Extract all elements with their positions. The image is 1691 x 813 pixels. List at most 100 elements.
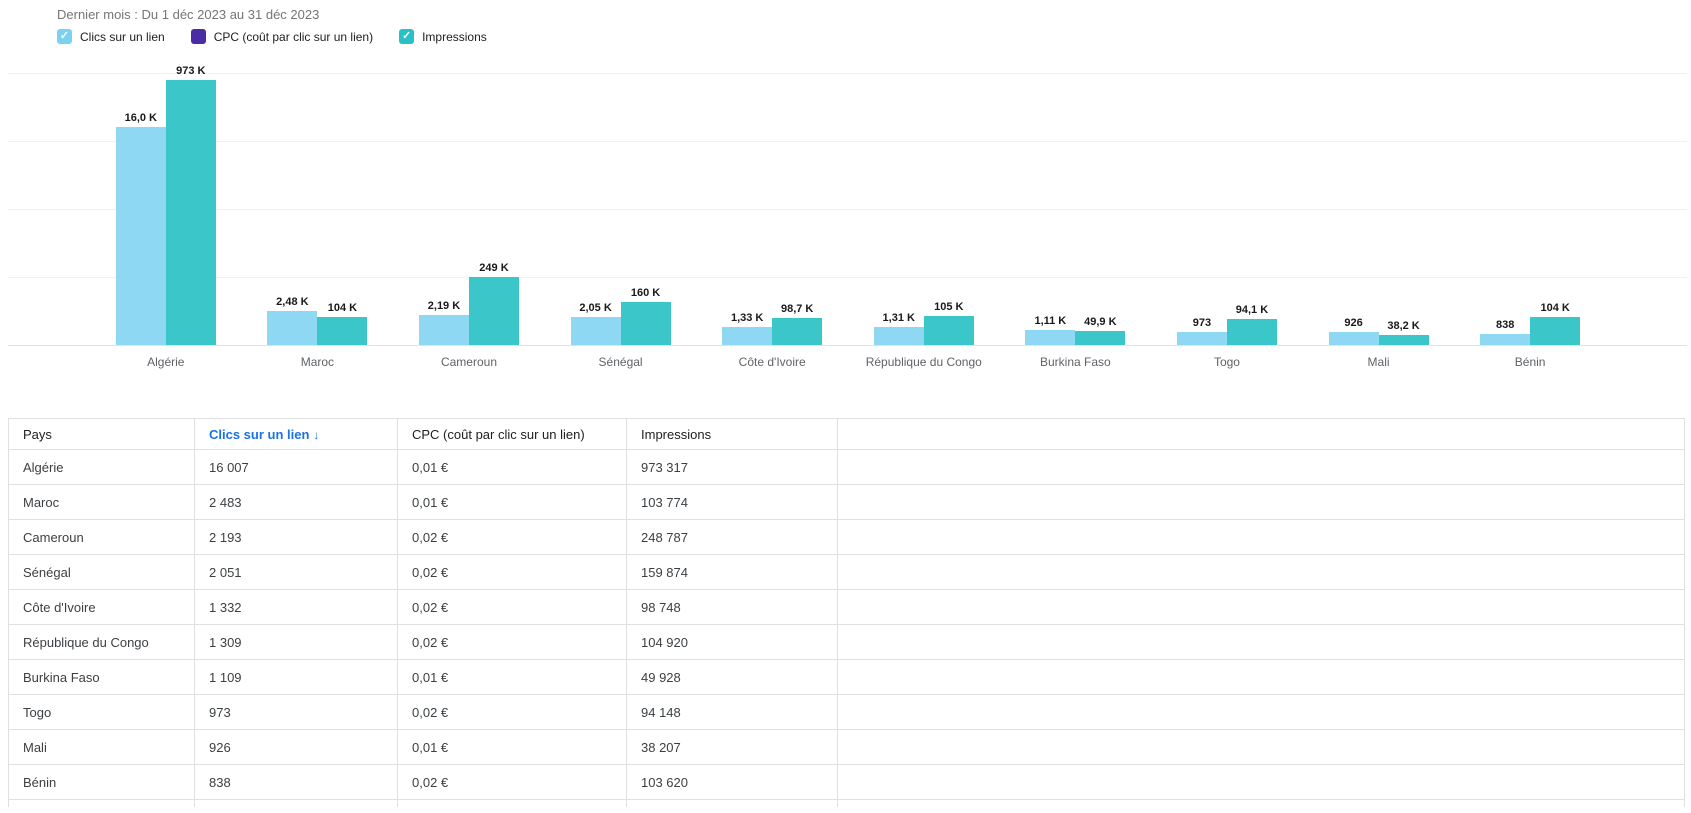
chart-bar-group: 926 38,2 K: [1303, 55, 1455, 345]
x-axis-label: Maroc: [300, 355, 335, 369]
bar-impressions[interactable]: [165, 80, 216, 345]
bar-column: 2,05 K: [570, 302, 621, 345]
chart-bar-group: 16,0 K 973 K: [90, 55, 242, 345]
bar-impressions[interactable]: [923, 316, 974, 345]
x-axis-labels: Algérie Maroc Cameroun Sénégal Côte d'Ivoire…: [90, 355, 1606, 369]
legend-checkbox-clics[interactable]: ✓: [57, 29, 72, 44]
table-cell: [837, 624, 1685, 660]
bar-clics[interactable]: [267, 311, 318, 345]
table-cell: 16 007: [194, 449, 398, 485]
bar-column: 973 K: [165, 65, 216, 345]
chart-bar-group: 973 94,1 K: [1151, 55, 1303, 345]
bar-impressions[interactable]: [772, 318, 823, 345]
table-row: Bénin 838 0,02 €103 620: [8, 764, 1685, 800]
column-header-empty: [837, 418, 1685, 450]
chart-bar-group: 2,19 K 249 K: [393, 55, 545, 345]
table-cell: 0,02 €: [397, 624, 627, 660]
table-cell: 2 483: [194, 484, 398, 520]
table-cell: 0,02 €: [397, 764, 627, 800]
table-cell: 0,01 €: [397, 729, 627, 765]
table-cell: 104 920: [626, 624, 838, 660]
legend-checkbox-cpc[interactable]: [190, 29, 206, 44]
chart-gridline: [8, 277, 1687, 278]
bar-impressions[interactable]: [620, 302, 671, 345]
bar-impressions[interactable]: [1378, 335, 1429, 345]
chart-bar-group: 1,11 K 49,9 K: [1000, 55, 1152, 345]
bar-value-label: 2,05 K: [579, 302, 612, 314]
chart-bar-group: 2,48 K 104 K: [242, 55, 394, 345]
bar-impressions[interactable]: [1226, 319, 1277, 345]
bar-impressions[interactable]: [468, 277, 519, 345]
table-cell: 973: [194, 694, 398, 730]
table-cell: Sénégal: [8, 554, 195, 590]
bar-clics[interactable]: [1176, 332, 1227, 345]
table-cell: Burkina Faso: [8, 659, 195, 695]
bar-clics[interactable]: [873, 327, 924, 345]
chart-gridline: [8, 141, 1687, 142]
table-cell: 0,01 €: [397, 659, 627, 695]
table-row: Cameroun 2 193 0,02 €248 787: [8, 519, 1685, 555]
table-cell: [194, 799, 398, 807]
legend-item-cpc[interactable]: CPC (coût par clic sur un lien): [190, 29, 373, 44]
table-cell: 0,01 €: [397, 484, 627, 520]
table-cell: 103 774: [626, 484, 838, 520]
column-header-2[interactable]: CPC (coût par clic sur un lien): [397, 418, 627, 450]
bar-clics[interactable]: [570, 317, 621, 345]
x-axis-line: [8, 345, 1687, 346]
table-cell: Mali: [8, 729, 195, 765]
table-cell: 98 748: [626, 589, 838, 625]
table-cell: [837, 519, 1685, 555]
column-header-1[interactable]: Clics sur un lien ↓: [194, 418, 398, 450]
bar-column: 105 K: [923, 301, 974, 345]
table-cell: 38 207: [626, 729, 838, 765]
chart-bar-group: 1,31 K 105 K: [848, 55, 1000, 345]
table-cell: 2 051: [194, 554, 398, 590]
bar-value-label: 98,7 K: [780, 303, 814, 315]
legend-label: Impressions: [422, 29, 487, 44]
bar-column: 1,31 K: [873, 312, 924, 345]
chart-gridline: [8, 209, 1687, 210]
column-header-0[interactable]: Pays: [8, 418, 195, 450]
table-cell: [837, 694, 1685, 730]
bar-clics[interactable]: [1328, 332, 1379, 345]
table-cell: [837, 449, 1685, 485]
table-row: République du Congo 1 309 0,02 €104 920: [8, 624, 1685, 660]
bar-column: 1,33 K: [722, 312, 773, 345]
bar-clics[interactable]: [1480, 334, 1531, 345]
bar-column: 1,11 K: [1025, 315, 1076, 345]
bar-value-label: 105 K: [934, 301, 964, 313]
table-cell: 94 148: [626, 694, 838, 730]
table-cell: Maroc: [8, 484, 195, 520]
table-cell: 103 620: [626, 764, 838, 800]
bar-clics[interactable]: [115, 127, 166, 345]
legend-item-clics[interactable]: ✓ Clics sur un lien: [57, 29, 165, 44]
legend-item-impressions[interactable]: ✓ Impressions: [399, 29, 487, 44]
bar-column: 973: [1176, 317, 1227, 345]
legend-checkbox-impressions[interactable]: ✓: [399, 29, 415, 44]
bar-value-label: 973 K: [176, 65, 206, 77]
bar-impressions[interactable]: [1530, 317, 1581, 345]
x-axis-label: Cameroun: [440, 355, 497, 369]
table-cell: [837, 589, 1685, 625]
bar-impressions[interactable]: [1075, 331, 1126, 345]
bar-clics[interactable]: [722, 327, 773, 345]
bar-value-label: 249 K: [479, 262, 509, 274]
table-cell: [837, 484, 1685, 520]
bar-column: 94,1 K: [1226, 304, 1277, 345]
bar-value-label: 1,31 K: [882, 312, 915, 324]
bar-clics[interactable]: [1025, 330, 1076, 345]
x-axis-label: Sénégal: [598, 355, 643, 369]
bar-column: 38,2 K: [1378, 320, 1429, 345]
table-cell: République du Congo: [8, 624, 195, 660]
column-header-3[interactable]: Impressions: [626, 418, 838, 450]
table-cell: [837, 799, 1685, 807]
bar-value-label: 1,33 K: [730, 312, 764, 324]
x-axis-label: Burkina Faso: [1040, 355, 1111, 369]
column-header-label: Clics sur un lien: [209, 426, 310, 442]
check-icon: ✓: [59, 30, 70, 42]
table-cell: [626, 799, 838, 807]
bar-impressions[interactable]: [317, 317, 368, 345]
bar-column: 2,19 K: [418, 300, 469, 345]
table-cell: [837, 659, 1685, 695]
bar-clics[interactable]: [418, 315, 469, 345]
